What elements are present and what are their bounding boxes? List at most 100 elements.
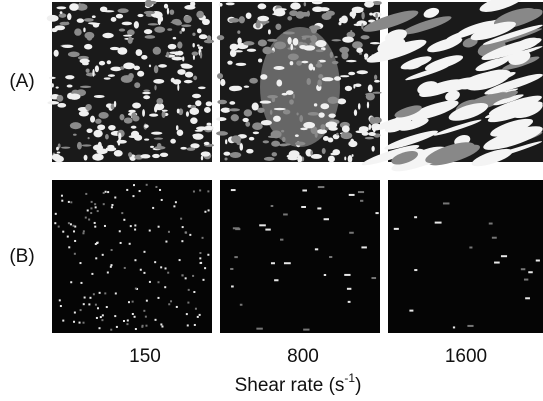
streak [479,0,525,12]
speck [321,148,326,154]
dot [57,225,60,228]
dot [84,216,87,219]
speck [229,101,236,105]
column-label: 800 [287,346,319,367]
speck [227,60,233,65]
speck [194,129,203,132]
dot [115,325,118,328]
speck [143,10,156,15]
speck [177,83,180,91]
dot [186,324,189,327]
dot [164,267,167,270]
speck [128,109,136,113]
dot [131,300,134,303]
dot [96,242,99,245]
speck [303,2,307,7]
speck [147,23,159,26]
dot [323,218,329,221]
speck [257,39,268,47]
speck [48,76,56,79]
speck [373,74,378,80]
speck [251,102,259,111]
dot [143,250,146,253]
speck [341,51,349,60]
dot [104,190,107,193]
speck [205,101,213,107]
dot [73,311,76,314]
speck [163,3,169,9]
dot [317,207,322,210]
dot [207,190,210,193]
speck [90,115,96,123]
dot [101,253,104,256]
speck [239,143,244,151]
dot [157,281,160,284]
dot [467,324,474,327]
dot [70,201,73,204]
speck [263,156,275,161]
speck [130,125,137,129]
speck [98,111,109,119]
speck [260,74,268,80]
dot [187,288,190,291]
speck [270,50,274,53]
dot [139,268,142,271]
dot [494,261,500,264]
speck [372,0,382,6]
speck [156,98,164,105]
speck [190,117,198,124]
speck [217,99,228,105]
dot [122,319,125,322]
dot [74,239,77,242]
speck [131,112,137,120]
speck [128,152,133,158]
speck [85,68,90,73]
speck [329,51,334,59]
speck [301,37,307,40]
speck [271,140,281,147]
dot [167,230,170,233]
row-label: (A) [9,71,34,92]
dot [109,265,112,268]
speck [312,6,324,13]
speck [216,73,224,79]
dot [414,216,418,219]
speck [339,17,345,23]
speck [132,102,141,109]
speck [153,137,164,140]
dot [202,278,205,281]
dot [185,313,188,316]
micrograph [52,180,212,333]
dot [302,189,307,192]
speck [218,2,223,7]
speck [174,51,180,56]
dot [102,203,105,206]
dot [523,278,529,281]
dot [270,262,275,265]
speck [79,85,92,88]
streak [470,21,516,41]
speck [364,1,375,8]
streak [487,28,543,47]
speck [289,99,294,105]
speck [76,3,88,11]
dot [230,189,236,192]
speck [167,28,173,31]
speck [192,93,202,99]
streak [484,73,543,95]
speck [296,60,302,66]
speck [262,140,270,144]
speck [361,23,364,30]
speck [150,145,154,149]
speck [67,13,72,21]
dot [317,186,325,189]
speck [328,113,336,118]
speck [57,143,61,149]
speck [369,116,376,125]
speck [315,40,327,48]
dot [93,221,96,224]
streak [493,94,524,106]
speck [149,0,157,5]
speck [181,24,192,28]
speck [242,117,249,123]
